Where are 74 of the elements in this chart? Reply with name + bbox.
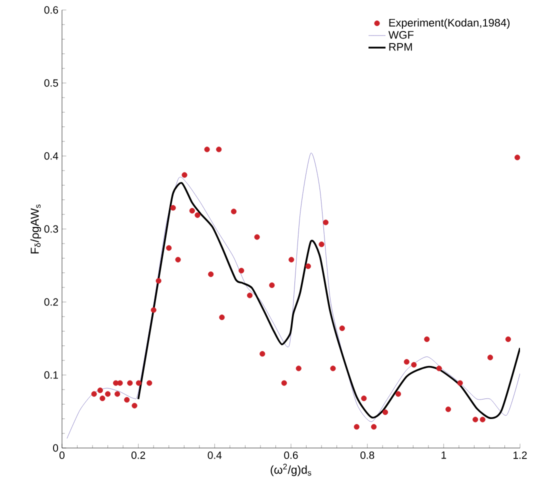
point [91, 391, 97, 397]
point [330, 366, 336, 372]
point [230, 208, 237, 214]
point [457, 380, 463, 386]
point [514, 154, 520, 160]
y-tick-label: 0.4 [44, 152, 58, 160]
point [260, 351, 266, 357]
point [480, 416, 486, 422]
point [219, 314, 225, 320]
y-tick-label: 0.6 [44, 6, 58, 14]
point [127, 380, 133, 386]
point [97, 388, 103, 394]
point [436, 366, 442, 372]
point [124, 397, 130, 403]
point [100, 396, 106, 402]
x-tick-label: 1 [442, 452, 446, 459]
point [175, 256, 181, 262]
y-axis-title: F$_{δ}$/ρgAW$_{s}$ [30, 204, 42, 254]
point [114, 391, 120, 397]
point [146, 380, 152, 386]
y-tick-label: 0.5 [44, 79, 58, 87]
point [136, 380, 142, 386]
y-tick-label: 0.3 [44, 225, 58, 233]
point [322, 220, 329, 226]
point [208, 271, 214, 278]
legend-label: WGF [388, 31, 414, 39]
point [254, 234, 260, 240]
point [411, 362, 417, 368]
point [166, 245, 172, 251]
x-tick-label: 1.2 [514, 452, 527, 459]
point [132, 402, 138, 408]
line-series [66, 152, 520, 439]
point [288, 256, 294, 262]
point [487, 354, 494, 360]
point [354, 424, 360, 430]
x-tick-label: 0 [59, 452, 64, 459]
point [117, 380, 123, 386]
x-tick-label: 0.2 [131, 452, 146, 459]
point [216, 146, 222, 152]
point [472, 416, 478, 422]
point [371, 424, 377, 430]
point [182, 172, 188, 178]
point [505, 336, 511, 342]
point [238, 268, 244, 274]
point [339, 325, 345, 332]
point [269, 282, 275, 288]
point [404, 359, 410, 365]
point [445, 406, 452, 412]
x-tick-label: 0.4 [208, 452, 222, 459]
point [382, 409, 388, 416]
point [156, 278, 162, 284]
point [281, 380, 287, 386]
y-tick-label: 0.2 [44, 298, 58, 306]
point [204, 146, 210, 152]
point [361, 396, 367, 402]
line-series [137, 182, 520, 419]
x-tick-label: 0.6 [284, 452, 298, 459]
point [170, 205, 176, 211]
point [105, 391, 111, 397]
legend-label: RPM [389, 43, 412, 51]
point [189, 208, 195, 214]
point [318, 242, 324, 248]
legend-label: Experiment(Kodan,1984) [389, 18, 510, 29]
point [246, 292, 253, 298]
y-tick-label: 0 [53, 444, 58, 452]
point [150, 307, 156, 313]
point [395, 391, 402, 397]
x-tick-label: 0.8 [360, 452, 374, 459]
y-tick-label: 0.1 [44, 371, 58, 379]
point [296, 366, 302, 372]
point [194, 212, 200, 218]
point [305, 263, 311, 270]
x-axis-title: (ω$^{2}$/g)d$_{s}$ [270, 464, 312, 476]
point [424, 336, 430, 342]
